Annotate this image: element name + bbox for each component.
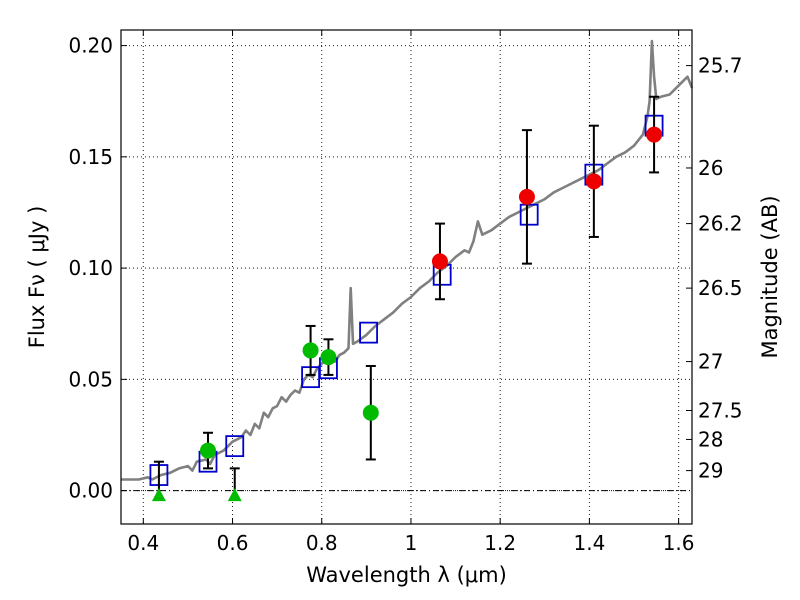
series-layer bbox=[121, 39, 694, 502]
data-point bbox=[199, 442, 216, 459]
tick-layer: 0.4 0.6 0.8 1 1.2 1.4 1.6 0.00 0.05 0.10 0.15 0.20 2… bbox=[68, 30, 743, 555]
right-tick-label: 26 bbox=[698, 156, 723, 180]
y-axis-label: Flux Fν ( μJy ) bbox=[25, 206, 49, 349]
model-sed-line bbox=[121, 39, 694, 481]
right-tick-label: 28 bbox=[698, 427, 723, 451]
upper-limit-triangle bbox=[227, 488, 242, 502]
model-band-square bbox=[225, 435, 245, 458]
y-tick-label: 0.00 bbox=[68, 479, 113, 503]
data-point bbox=[585, 173, 602, 190]
grid-layer bbox=[121, 30, 692, 524]
data-point bbox=[302, 342, 319, 359]
data-point bbox=[431, 253, 448, 270]
y-tick-label: 0.20 bbox=[68, 34, 113, 58]
right-tick-label: 25.7 bbox=[698, 54, 743, 78]
x-tick-label: 0.4 bbox=[127, 531, 159, 555]
y-tick-label: 0.15 bbox=[68, 145, 113, 169]
right-tick-label: 26.5 bbox=[698, 276, 743, 300]
right-axis-label: Magnitude (AB) bbox=[758, 195, 782, 358]
x-tick-label: 0.6 bbox=[217, 531, 249, 555]
model-band-square bbox=[519, 203, 539, 226]
model-band-square bbox=[359, 321, 378, 344]
x-tick-label: 1 bbox=[405, 531, 418, 555]
data-point bbox=[518, 188, 535, 205]
x-tick-label: 0.8 bbox=[306, 531, 338, 555]
y-tick-label: 0.10 bbox=[68, 256, 113, 280]
upper-limit-triangle bbox=[151, 488, 166, 502]
right-tick-label: 27 bbox=[698, 350, 723, 374]
right-tick-label: 26.2 bbox=[698, 212, 743, 236]
x-tick-label: 1.2 bbox=[484, 531, 516, 555]
data-point bbox=[646, 126, 663, 143]
data-point bbox=[320, 349, 337, 366]
x-axis-label: Wavelength λ (μm) bbox=[306, 563, 507, 587]
y-tick-label: 0.05 bbox=[68, 367, 113, 391]
data-point bbox=[362, 404, 379, 421]
x-tick-label: 1.4 bbox=[573, 531, 605, 555]
plot-frame bbox=[120, 29, 693, 525]
x-tick-label: 1.6 bbox=[663, 531, 695, 555]
right-tick-label: 27.5 bbox=[698, 399, 743, 423]
right-tick-label: 29 bbox=[698, 459, 723, 483]
